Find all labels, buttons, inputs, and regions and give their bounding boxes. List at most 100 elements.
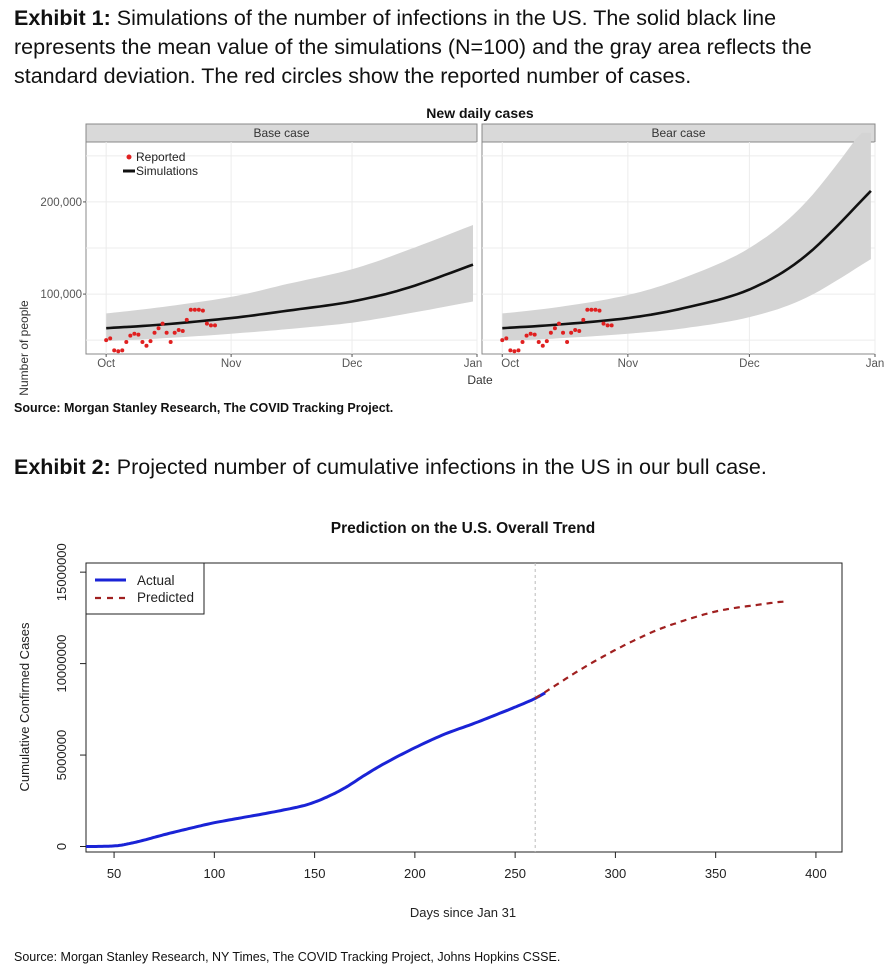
reported-point <box>104 338 109 343</box>
reported-point <box>208 323 213 328</box>
std-dev-band <box>106 225 473 342</box>
exhibit-2-source: Source: Morgan Stanley Research, NY Time… <box>14 950 561 964</box>
reported-point <box>120 348 125 353</box>
x-tick-label: 150 <box>304 866 326 881</box>
facet-title: Base case <box>253 126 309 140</box>
new-daily-cases-chart: New daily cases Base case Oct Nov Dec Jan 100… <box>17 105 885 396</box>
reported-point <box>593 307 598 312</box>
x-tick-label: 50 <box>107 866 121 881</box>
reported-point <box>528 331 533 336</box>
reported-point <box>124 340 129 345</box>
reported-point <box>552 326 557 331</box>
x-tick-label: Nov <box>221 358 242 370</box>
x-tick-label: Jan <box>866 358 885 370</box>
reported-point <box>204 321 209 326</box>
reported-point <box>212 323 217 328</box>
cumulative-trend-chart: Prediction on the U.S. Overall Trend 50 1… <box>17 520 843 920</box>
reported-point <box>136 332 141 337</box>
reported-point <box>116 349 121 354</box>
x-tick-label: 100 <box>203 866 225 881</box>
exhibit-2-label: Exhibit 2: <box>14 455 111 479</box>
legend-reported-swatch <box>126 154 132 160</box>
chart-1-title: New daily cases <box>426 105 534 121</box>
x-tick-label: 300 <box>605 866 627 881</box>
x-tick-label: Dec <box>342 358 363 370</box>
reported-point <box>176 328 181 333</box>
chart-1-ylabel: Number of people <box>17 300 31 396</box>
reported-point <box>112 348 117 353</box>
chart-2-legend: Actual Predicted <box>85 562 205 615</box>
reported-point <box>597 308 602 313</box>
legend-box <box>85 562 205 615</box>
reported-point <box>556 321 561 326</box>
reported-point <box>601 321 606 326</box>
x-tick-label: Oct <box>97 358 116 370</box>
reported-point <box>164 330 169 335</box>
y-tick-label: 5000000 <box>54 730 69 781</box>
reported-point <box>573 328 578 333</box>
chart-2-plot: 50 100 150 200 250 300 350 400 0 5000000 10000000 1… <box>54 543 843 881</box>
series-predicted-line <box>534 600 789 700</box>
reported-point <box>500 338 505 343</box>
x-tick-label: 400 <box>805 866 827 881</box>
legend-reported-label: Reported <box>136 150 185 164</box>
y-tick-label: 100,000 <box>40 289 82 301</box>
reported-point <box>581 317 586 322</box>
series-actual-line <box>86 691 546 848</box>
reported-point <box>548 330 553 335</box>
reported-point <box>544 339 549 344</box>
chart-2-ylabel: Cumulative Confirmed Cases <box>17 622 32 792</box>
reported-point <box>188 307 193 312</box>
reported-point <box>565 340 570 345</box>
std-dev-band <box>502 132 871 342</box>
reported-point <box>140 340 145 345</box>
x-tick-label: 350 <box>705 866 727 881</box>
exhibit-1-label: Exhibit 1: <box>14 6 111 30</box>
x-tick-label: 200 <box>404 866 426 881</box>
reported-point <box>172 330 177 335</box>
legend-predicted-label: Predicted <box>137 590 194 605</box>
reported-point <box>108 336 113 341</box>
reported-point <box>508 348 513 353</box>
reported-point <box>144 343 149 348</box>
x-tick-label: 250 <box>504 866 526 881</box>
y-tick-label: 0 <box>54 843 69 850</box>
reported-point <box>196 307 201 312</box>
panel-bear-case: Bear case Oct Nov Dec Jan <box>481 123 885 370</box>
reported-point <box>605 323 610 328</box>
reported-point <box>585 307 590 312</box>
y-tick-label: 10000000 <box>54 635 69 693</box>
x-tick-label: Nov <box>618 358 639 370</box>
legend-actual-label: Actual <box>137 573 175 588</box>
panel-base-case: Base case Oct Nov Dec Jan 100,000 200,000 Repor… <box>40 123 483 370</box>
reported-point <box>561 330 566 335</box>
reported-point <box>536 340 541 345</box>
reported-point <box>160 321 165 326</box>
reported-point <box>504 336 509 341</box>
exhibit-1-heading: Exhibit 1: Simulations of the number of … <box>14 4 880 91</box>
reported-point <box>524 333 529 338</box>
chart-1-panels: Base case Oct Nov Dec Jan 100,000 200,000 Repor… <box>40 123 885 370</box>
x-tick-label: Jan <box>464 358 483 370</box>
reported-point <box>168 340 173 345</box>
exhibit-1-caption: Simulations of the number of infections … <box>14 6 812 88</box>
reported-point <box>532 332 537 337</box>
x-tick-label: Dec <box>739 358 760 370</box>
reported-point <box>520 340 525 345</box>
legend-simulations-label: Simulations <box>136 164 198 178</box>
exhibit-1-source: Source: Morgan Stanley Research, The COV… <box>14 401 394 415</box>
chart-2-title: Prediction on the U.S. Overall Trend <box>331 520 595 537</box>
reported-point <box>128 333 133 338</box>
y-tick-label: 200,000 <box>40 197 82 209</box>
exhibit-2-caption: Projected number of cumulative infection… <box>116 455 767 479</box>
reported-point <box>132 331 137 336</box>
reported-point <box>540 343 545 348</box>
reported-point <box>152 330 157 335</box>
facet-title: Bear case <box>651 126 705 140</box>
reported-point <box>156 326 161 331</box>
reported-point <box>192 307 197 312</box>
reported-point <box>184 317 189 322</box>
reported-point <box>148 339 153 344</box>
reported-point <box>512 349 517 354</box>
reported-point <box>609 323 614 328</box>
